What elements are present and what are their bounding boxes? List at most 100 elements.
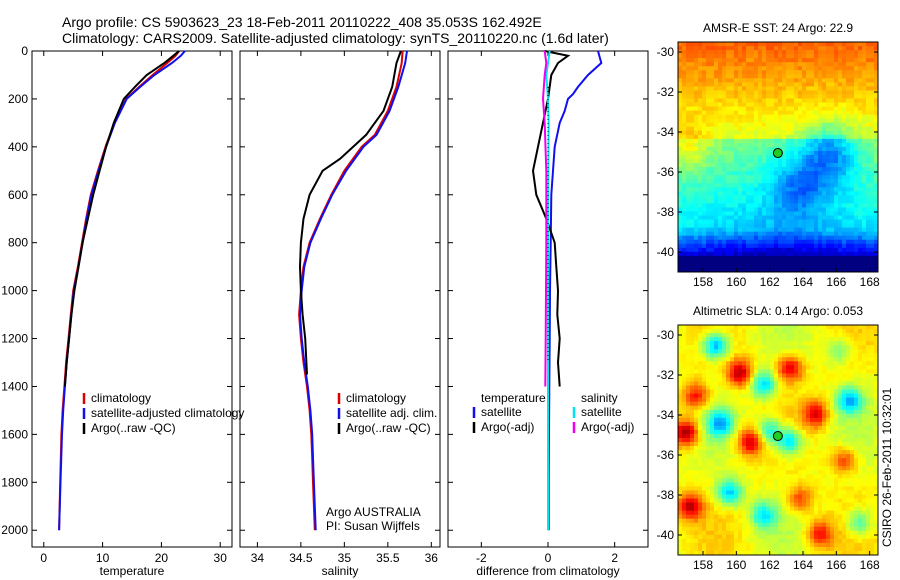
heatmap-cell	[774, 458, 779, 463]
heatmap-cell	[678, 247, 683, 253]
heatmap-cell	[866, 163, 871, 168]
heatmap-cell	[706, 510, 711, 516]
heatmap-cell	[866, 126, 871, 132]
heatmap-cell	[782, 138, 787, 144]
heatmap-cell	[730, 239, 735, 245]
heatmap-cell	[706, 466, 711, 471]
heatmap-cell	[822, 325, 827, 330]
heatmap-cell	[730, 203, 735, 209]
heatmap-cell	[706, 199, 711, 205]
heatmap-cell	[698, 154, 703, 160]
heatmap-cell	[710, 393, 715, 399]
heatmap-cell	[766, 211, 771, 217]
heatmap-cell	[762, 373, 767, 379]
heatmap-cell	[802, 494, 807, 500]
heatmap-cell	[678, 243, 683, 249]
heatmap-cell	[802, 62, 807, 67]
heatmap-cell	[786, 211, 791, 217]
heatmap-cell	[862, 267, 867, 272]
heatmap-cell	[774, 82, 779, 87]
heatmap-cell	[730, 179, 735, 184]
heatmap-cell	[814, 231, 819, 237]
heatmap-cell	[706, 341, 711, 346]
heatmap-cell	[810, 195, 815, 200]
heatmap-cell	[690, 126, 695, 132]
heatmap-cell	[714, 78, 719, 83]
heatmap-cell	[694, 530, 699, 536]
heatmap-cell	[718, 142, 723, 148]
heatmap-cell	[854, 199, 859, 205]
heatmap-cell	[742, 353, 747, 358]
heatmap-cell	[770, 130, 775, 136]
heatmap-cell	[802, 437, 807, 443]
heatmap-cell	[782, 474, 787, 479]
heatmap-cell	[726, 405, 731, 411]
heatmap-cell	[686, 437, 691, 443]
heatmap-cell	[782, 361, 787, 366]
heatmap-cell	[794, 199, 799, 205]
heatmap-cell	[686, 341, 691, 346]
heatmap-cell	[682, 361, 687, 366]
heatmap-cell	[758, 389, 763, 395]
heatmap-cell	[842, 207, 847, 213]
heatmap-cell	[870, 251, 875, 257]
heatmap-cell	[698, 522, 703, 528]
heatmap-cell	[826, 207, 831, 213]
heatmap-cell	[762, 62, 767, 67]
heatmap-cell	[826, 106, 831, 112]
heatmap-cell	[734, 94, 739, 100]
heatmap-cell	[866, 231, 871, 237]
heatmap-cell	[738, 58, 743, 63]
heatmap-cell	[714, 470, 719, 475]
heatmap-cell	[754, 526, 759, 532]
heatmap-cell	[770, 58, 775, 63]
heatmap-cell	[686, 207, 691, 213]
heatmap-cell	[682, 58, 687, 63]
heatmap-cell	[726, 50, 731, 55]
heatmap-cell	[830, 150, 835, 156]
heatmap-cell	[766, 219, 771, 225]
heatmap-cell	[814, 255, 819, 261]
heatmap-cell	[838, 199, 843, 205]
heatmap-cell	[686, 191, 691, 196]
heatmap-cell	[726, 542, 731, 548]
heatmap-cell	[750, 211, 755, 217]
heatmap-cell	[730, 522, 735, 528]
heatmap-cell	[734, 421, 739, 427]
heatmap-cell	[810, 409, 815, 415]
heatmap-cell	[826, 195, 831, 200]
heatmap-cell	[854, 191, 859, 196]
heatmap-cell	[718, 450, 723, 455]
heatmap-cell	[734, 70, 739, 75]
heatmap-cell	[750, 393, 755, 399]
heatmap-cell	[686, 243, 691, 249]
heatmap-cell	[866, 239, 871, 245]
heatmap-cell	[734, 397, 739, 403]
heatmap-cell	[710, 401, 715, 407]
heatmap-cell	[742, 534, 747, 540]
heatmap-cell	[778, 413, 783, 419]
heatmap-cell	[750, 506, 755, 512]
heatmap-cell	[842, 94, 847, 100]
heatmap-cell	[866, 78, 871, 83]
heatmap-cell	[794, 506, 799, 512]
heatmap-cell	[730, 211, 735, 217]
heatmap-cell	[746, 150, 751, 156]
heatmap-cell	[698, 393, 703, 399]
heatmap-cell	[854, 247, 859, 253]
heatmap-cell	[850, 179, 855, 184]
heatmap-cell	[802, 211, 807, 217]
heatmap-cell	[790, 235, 795, 241]
heatmap-cell	[798, 353, 803, 358]
heatmap-cell	[766, 98, 771, 104]
heatmap-cell	[690, 458, 695, 463]
heatmap-cell	[770, 235, 775, 241]
heatmap-cell	[774, 215, 779, 221]
heatmap-cell	[734, 454, 739, 459]
heatmap-cell	[706, 333, 711, 338]
heatmap-cell	[782, 247, 787, 253]
heatmap-cell	[702, 494, 707, 500]
heatmap-cell	[778, 377, 783, 383]
heatmap-cell	[870, 90, 875, 96]
heatmap-cell	[746, 98, 751, 104]
